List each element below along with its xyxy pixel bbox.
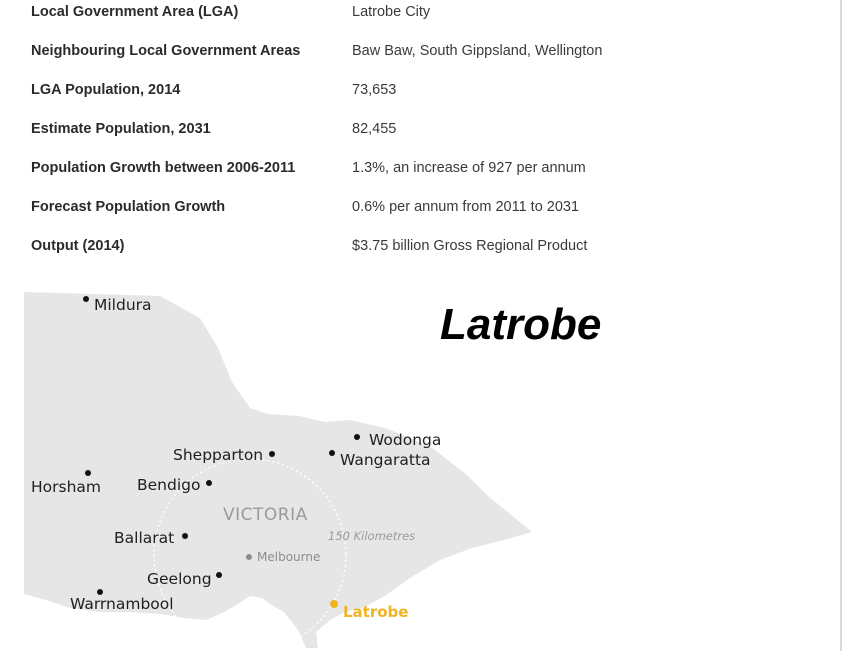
ballarat-label: Ballarat xyxy=(114,529,174,547)
wodonga-dot xyxy=(354,434,360,440)
bendigo-dot xyxy=(206,480,212,486)
shepparton-label: Shepparton xyxy=(173,446,263,464)
melbourne-dot xyxy=(246,554,252,560)
victoria-label: VICTORIA xyxy=(223,505,308,525)
fact-value: 0.6% per annum from 2011 to 2031 xyxy=(352,199,580,215)
fact-row: LGA Population, 2014 73,653 xyxy=(0,82,840,121)
range-circle xyxy=(153,458,347,651)
fact-row: Population Growth between 2006-2011 1.3%… xyxy=(0,160,840,199)
fact-row: Local Government Area (LGA) Latrobe City xyxy=(0,4,840,43)
fact-row: Forecast Population Growth 0.6% per annu… xyxy=(0,199,840,238)
fact-row: Estimate Population, 2031 82,455 xyxy=(0,121,840,160)
warrnambool-label: Warrnambool xyxy=(70,595,174,613)
geelong-dot xyxy=(216,572,222,578)
fact-value: $3.75 billion Gross Regional Product xyxy=(352,238,588,254)
fact-label: Population Growth between 2006-2011 xyxy=(31,160,296,176)
mildura-label: Mildura xyxy=(94,296,152,314)
latrobe-dot xyxy=(330,600,338,608)
fact-value: Latrobe City xyxy=(352,4,431,20)
latrobe-label: Latrobe xyxy=(343,603,408,621)
wangaratta-label: Wangaratta xyxy=(340,451,431,469)
melbourne-label: Melbourne xyxy=(257,550,320,564)
fact-row: Output (2014) $3.75 billion Gross Region… xyxy=(0,238,840,277)
horsham-label: Horsham xyxy=(31,478,101,496)
fact-value: 82,455 xyxy=(352,121,397,137)
map-title: Latrobe xyxy=(440,300,602,349)
ballarat-dot xyxy=(182,533,188,539)
bendigo-label: Bendigo xyxy=(137,476,200,494)
mildura-dot xyxy=(83,296,89,302)
lga-facts-table: Local Government Area (LGA) Latrobe City… xyxy=(0,0,840,270)
wangaratta-dot xyxy=(329,450,335,456)
fact-label: Local Government Area (LGA) xyxy=(31,4,239,20)
fact-value: Baw Baw, South Gippsland, Wellington xyxy=(352,43,603,59)
fact-label: LGA Population, 2014 xyxy=(31,82,181,98)
fact-label: Output (2014) xyxy=(31,238,125,254)
victoria-land-shape xyxy=(24,292,532,648)
page-edge-divider xyxy=(840,0,842,651)
wodonga-label: Wodonga xyxy=(369,431,441,449)
fact-label: Forecast Population Growth xyxy=(31,199,226,215)
horsham-dot xyxy=(85,470,91,476)
fact-label: Estimate Population, 2031 xyxy=(31,121,211,137)
shepparton-dot xyxy=(269,451,275,457)
fact-row: Neighbouring Local Government Areas Baw … xyxy=(0,43,840,82)
warrnambool-dot xyxy=(97,589,103,595)
fact-value: 73,653 xyxy=(352,82,397,98)
fact-value: 1.3%, an increase of 927 per annum xyxy=(352,160,586,176)
fact-label: Neighbouring Local Government Areas xyxy=(31,43,301,59)
range-label: 150 Kilometres xyxy=(328,529,415,543)
geelong-label: Geelong xyxy=(147,570,212,588)
